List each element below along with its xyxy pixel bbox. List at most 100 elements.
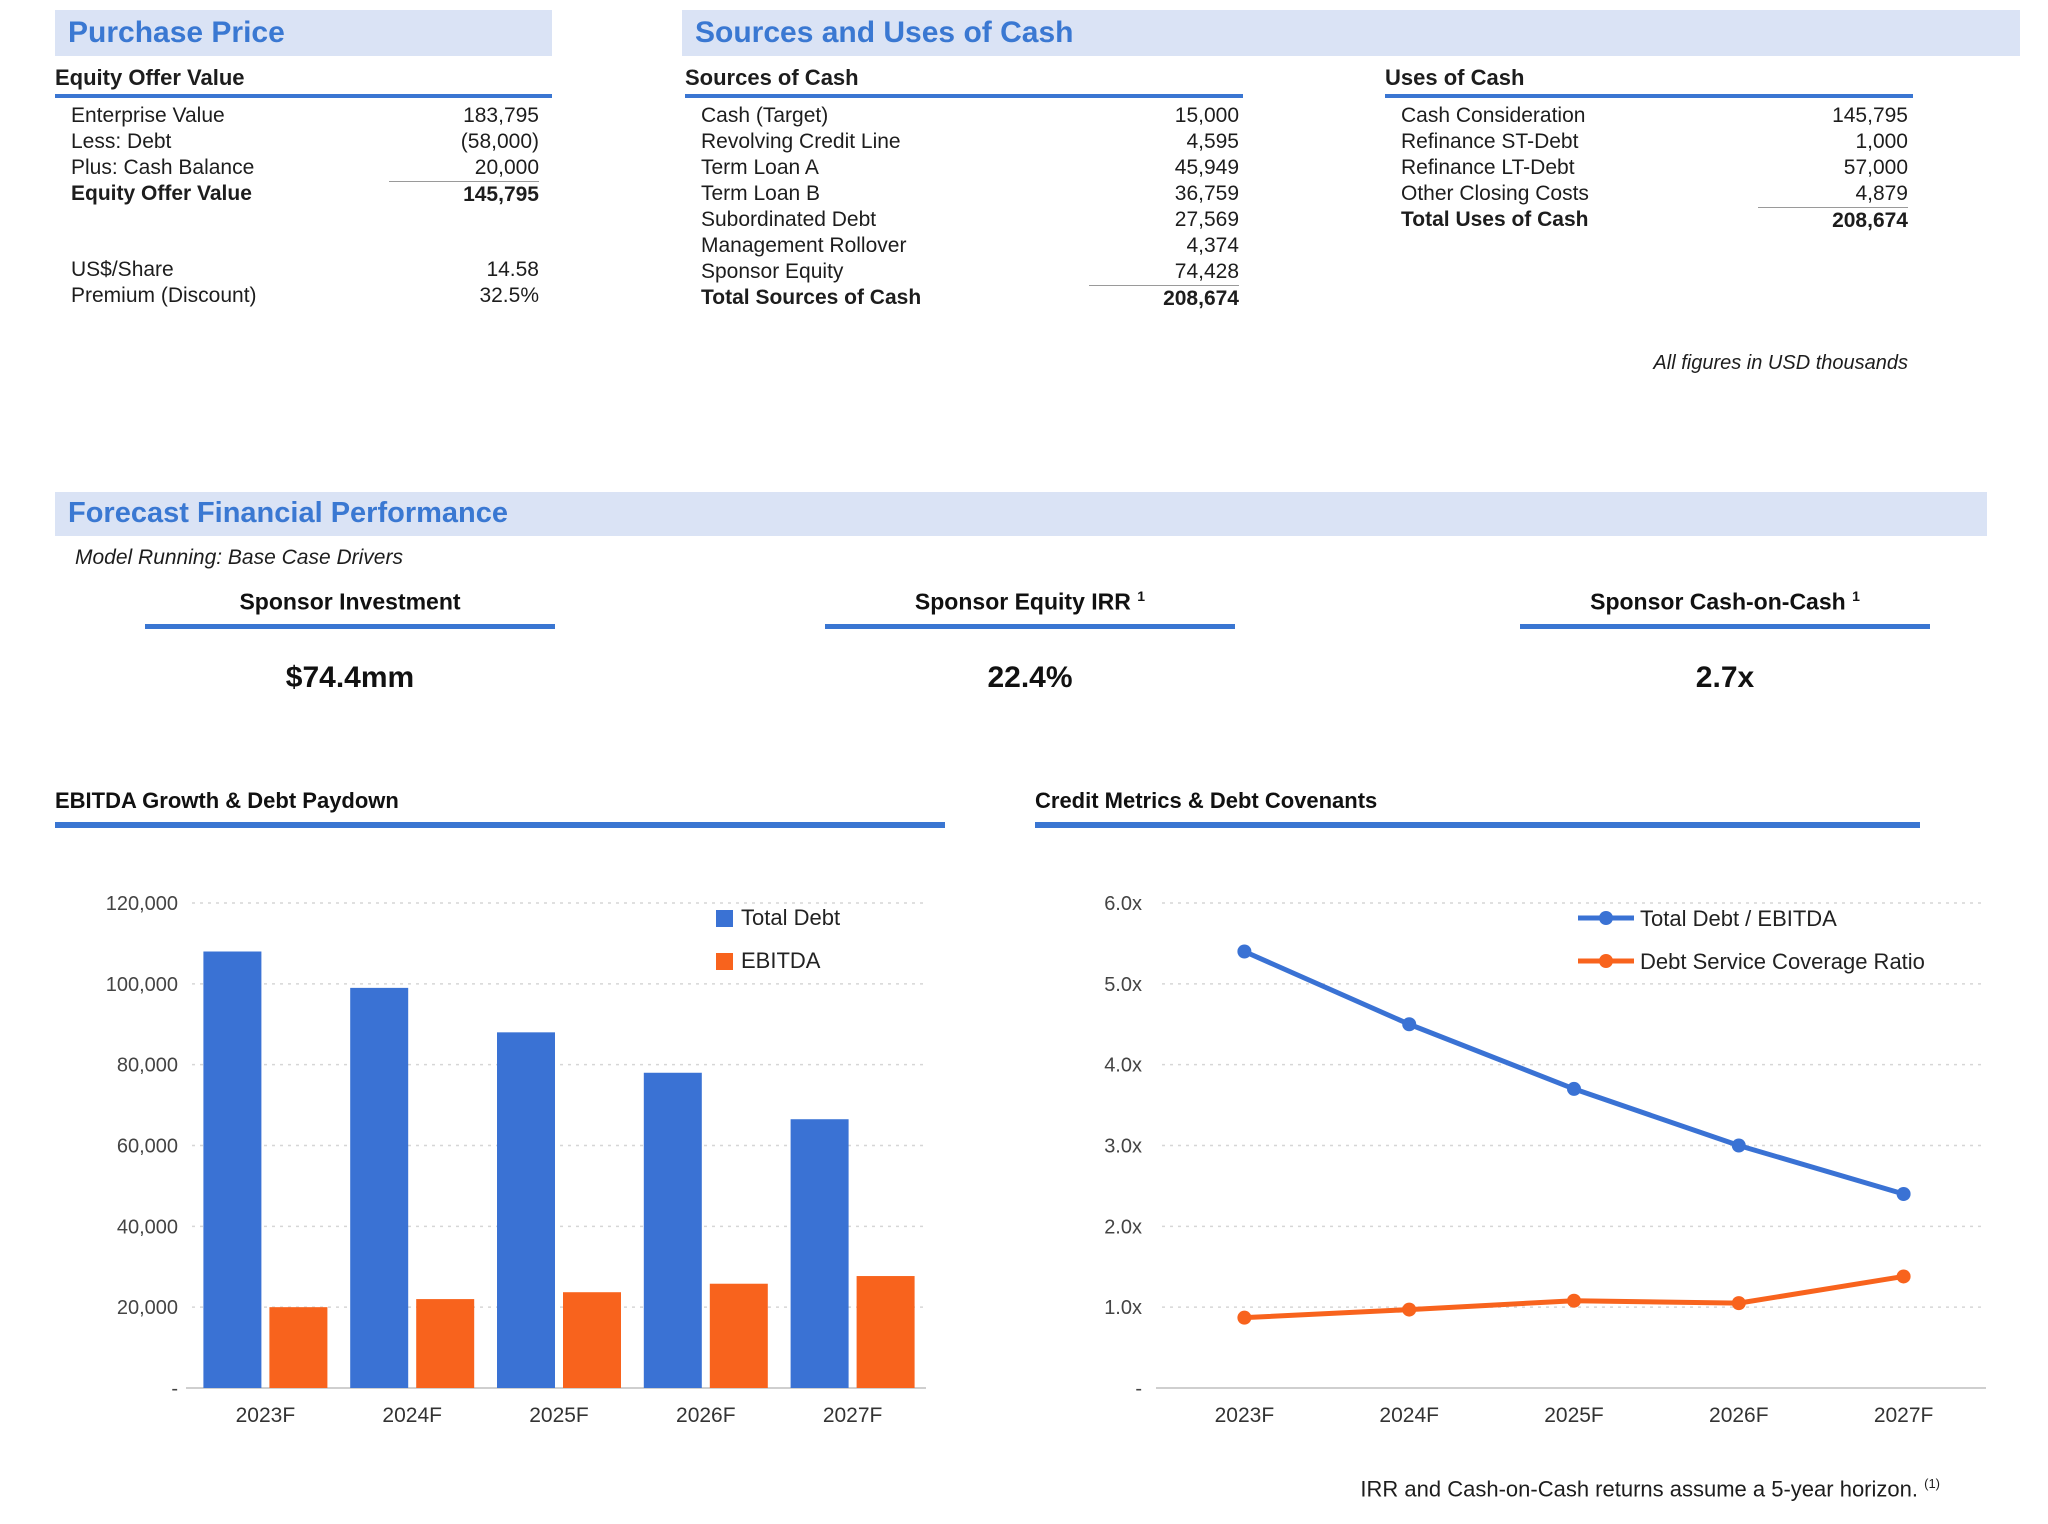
table-title: Sources of Cash <box>685 65 859 90</box>
sources-of-cash-table: Sources of Cash Cash (Target) 15,000 Rev… <box>685 64 1243 311</box>
row-label: Term Loan B <box>701 182 821 205</box>
category-label: 2023F <box>1215 1404 1275 1427</box>
legend-label: Total Debt <box>741 905 840 930</box>
row-label: Total Sources of Cash <box>701 286 922 309</box>
row-label: Equity Offer Value <box>71 182 252 205</box>
units-note: All figures in USD thousands <box>1653 352 1908 374</box>
row-value: 183,795 <box>463 104 539 127</box>
table-row: Sponsor Equity 74,428 <box>685 259 1243 285</box>
footnote-superscript: (1) <box>1924 1476 1940 1491</box>
line-chart-title: Credit Metrics & Debt Covenants <box>1035 788 1378 813</box>
kpi-title-text: Sponsor Investment <box>239 588 461 615</box>
section-header-purchase-price: Purchase Price <box>55 10 552 56</box>
bar <box>350 987 409 1388</box>
kpi-sponsor-investment: Sponsor Investment $74.4mm <box>145 588 555 695</box>
y-tick-label: 20,000 <box>117 1297 178 1319</box>
row-label: US$/Share <box>71 258 174 281</box>
row-label: Sponsor Equity <box>701 260 844 283</box>
row-value: 20,000 <box>474 156 539 179</box>
model-running-subtitle: Model Running: Base Case Drivers <box>75 546 403 569</box>
row-value: 1,000 <box>1855 130 1908 153</box>
kpi-rule <box>825 624 1235 629</box>
legend-point-marker <box>1599 954 1613 968</box>
table-title-rule <box>1385 94 1913 98</box>
table-row: Revolving Credit Line 4,595 <box>685 129 1243 155</box>
row-label: Revolving Credit Line <box>701 130 901 153</box>
row-value: 4,595 <box>1186 130 1239 153</box>
data-point-marker <box>1402 1302 1417 1317</box>
kpi-title-text: Sponsor Cash-on-Cash <box>1590 588 1846 615</box>
kpi-rule <box>1520 624 1930 629</box>
kpi-rule <box>145 624 555 629</box>
spacer <box>55 207 552 257</box>
kpi-title-text: Sponsor Equity IRR <box>914 588 1131 615</box>
series-line <box>1241 949 1907 1197</box>
section-title: Forecast Financial Performance <box>68 497 508 529</box>
table-row: Cash Consideration 145,795 <box>1385 103 1913 129</box>
y-tick-label: 2.0x <box>1104 1216 1142 1238</box>
kpi-title: Sponsor Investment <box>145 588 555 624</box>
kpi-superscript: 1 <box>1137 588 1146 604</box>
legend-label: EBITDA <box>741 948 821 973</box>
table-title-rule <box>685 94 1243 98</box>
table-row: Refinance ST-Debt 1,000 <box>1385 129 1913 155</box>
legend-swatch <box>716 953 733 970</box>
row-label: Term Loan A <box>701 156 819 179</box>
row-value: 145,795 <box>1832 104 1908 127</box>
data-point-marker <box>1402 1017 1417 1032</box>
category-label: 2024F <box>382 1404 442 1427</box>
y-tick-label: 5.0x <box>1104 974 1142 996</box>
row-value: 45,949 <box>1174 156 1239 179</box>
bar-chart-title-rule <box>55 822 945 828</box>
category-label: 2027F <box>1874 1404 1934 1427</box>
y-tick-label: 80,000 <box>117 1055 178 1077</box>
row-value: 32.5% <box>479 284 539 307</box>
y-tick-label: 3.0x <box>1104 1136 1142 1158</box>
row-value: 74,428 <box>1174 260 1239 283</box>
row-label: Refinance LT-Debt <box>1401 156 1575 179</box>
bar <box>643 1072 702 1388</box>
table-row: Other Closing Costs 4,879 <box>1385 181 1913 207</box>
kpi-value: 22.4% <box>987 661 1073 694</box>
uses-of-cash-table: Uses of Cash Cash Consideration 145,795 … <box>1385 64 1913 233</box>
bar <box>709 1283 768 1388</box>
bar <box>856 1276 915 1388</box>
table-total-row: Total Sources of Cash 208,674 <box>685 285 1243 311</box>
footnote-text: IRR and Cash-on-Cash returns assume a 5-… <box>1360 1476 1918 1502</box>
data-point-marker <box>1567 1293 1581 1308</box>
category-label: 2025F <box>529 1404 589 1427</box>
footnote: IRR and Cash-on-Cash returns assume a 5-… <box>1100 1476 1940 1502</box>
y-tick-label: 1.0x <box>1104 1297 1142 1319</box>
table-title-rule <box>55 94 552 98</box>
bar <box>416 1299 475 1388</box>
table-title: Equity Offer Value <box>55 65 245 90</box>
category-label: 2023F <box>236 1404 296 1427</box>
row-label: Total Uses of Cash <box>1401 208 1589 231</box>
data-point-marker <box>1731 1138 1746 1153</box>
data-point-marker <box>1731 1296 1746 1311</box>
y-tick-label: 100,000 <box>106 974 178 996</box>
row-value: (58,000) <box>460 130 539 153</box>
table-row: US$/Share 14.58 <box>55 257 552 283</box>
legend-label: Total Debt / EBITDA <box>1640 906 1837 931</box>
ebitda-debt-paydown-bar-chart: - 20,000 40,000 60,000 80,000 100,000 120,000 2… <box>106 893 926 1427</box>
section-title: Sources and Uses of Cash <box>695 16 1074 49</box>
row-label: Plus: Cash Balance <box>71 156 255 179</box>
table-title: Uses of Cash <box>1385 65 1525 90</box>
kpi-title: Sponsor Equity IRR 1 <box>825 588 1235 624</box>
kpi-superscript: 1 <box>1852 588 1860 604</box>
y-tick-label: - <box>1135 1378 1142 1400</box>
row-label: Cash Consideration <box>1401 104 1586 127</box>
y-tick-label: 6.0x <box>1104 893 1142 915</box>
category-label: 2025F <box>1544 1404 1604 1427</box>
bar <box>790 1119 849 1388</box>
data-point-marker <box>1896 1187 1911 1201</box>
category-label: 2024F <box>1379 1404 1439 1427</box>
data-point-marker <box>1237 1310 1252 1325</box>
y-tick-label: 120,000 <box>106 893 178 915</box>
section-header-sources-uses: Sources and Uses of Cash <box>682 10 2020 56</box>
y-tick-label: 4.0x <box>1104 1055 1142 1077</box>
kpi-title: Sponsor Cash-on-Cash 1 <box>1520 588 1930 624</box>
legend-label: Debt Service Coverage Ratio <box>1640 949 1925 974</box>
